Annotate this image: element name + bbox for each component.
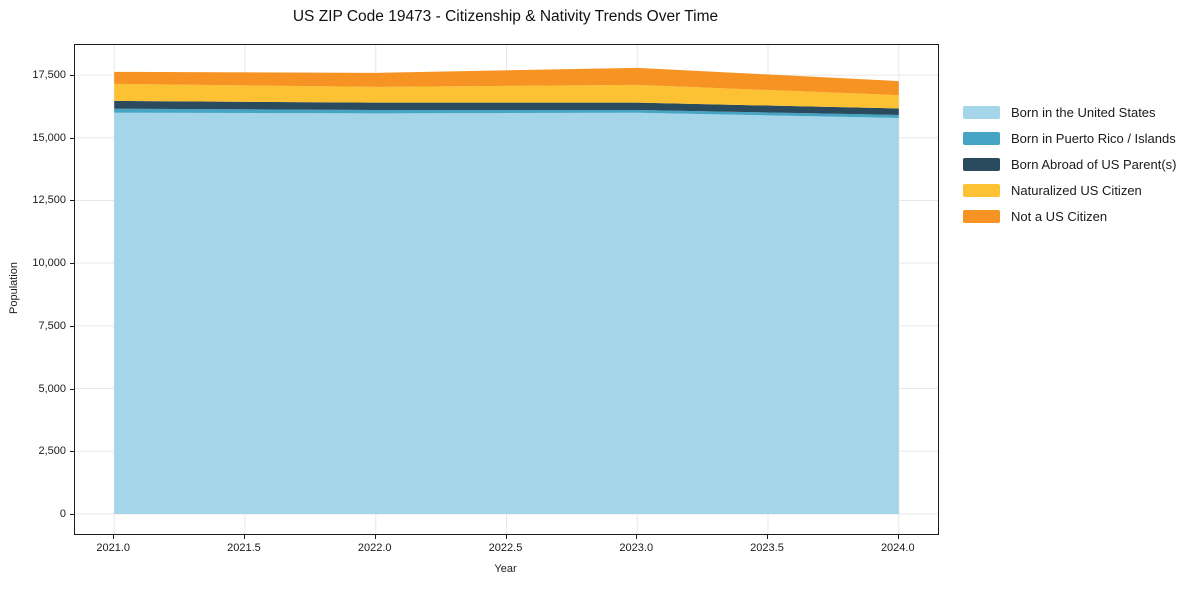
y-tick-mark: [70, 75, 74, 77]
y-tick-label: 0: [59, 507, 66, 520]
x-tick-label: 2023.5: [750, 542, 784, 554]
y-tick-label: 15,000: [32, 131, 66, 144]
area-series: [114, 67, 899, 96]
x-tick-mark: [636, 535, 638, 539]
x-tick-label: 2024.0: [880, 542, 915, 554]
y-tick-mark: [70, 200, 74, 202]
legend-item: Born Abroad of US Parent(s): [963, 154, 1176, 175]
x-tick-mark: [505, 535, 507, 539]
area-series: [114, 83, 899, 109]
legend-label: Born in Puerto Rico / Islands: [1011, 131, 1176, 146]
y-tick-mark: [70, 263, 74, 265]
legend-swatch: [963, 184, 1000, 197]
legend-label: Born Abroad of US Parent(s): [1011, 157, 1177, 172]
plot-area: [74, 44, 939, 535]
y-tick-mark: [70, 388, 74, 390]
x-tick-label: 2022.0: [357, 542, 392, 554]
y-tick-label: 2,500: [38, 445, 66, 458]
x-tick-label: 2023.0: [619, 542, 654, 554]
legend: Born in the United States Born in Puerto …: [963, 102, 1176, 227]
x-tick-label: 2022.5: [488, 542, 523, 554]
legend-item: Not a US Citizen: [963, 206, 1176, 227]
area-series: [114, 100, 899, 115]
legend-swatch: [963, 210, 1000, 223]
legend-label: Naturalized US Citizen: [1011, 183, 1142, 198]
legend-item: Born in the United States: [963, 102, 1176, 123]
x-tick-mark: [897, 535, 899, 539]
y-tick-label: 10,000: [32, 257, 66, 270]
legend-label: Not a US Citizen: [1011, 209, 1108, 224]
legend-item: Naturalized US Citizen: [963, 180, 1176, 201]
area-series: [114, 112, 899, 514]
x-tick-mark: [113, 535, 115, 539]
y-tick-label: 5,000: [38, 382, 66, 395]
legend-item: Born in Puerto Rico / Islands: [963, 128, 1176, 149]
x-tick-mark: [243, 535, 245, 539]
legend-label: Born in the United States: [1011, 105, 1156, 120]
x-tick-mark: [767, 535, 768, 539]
area-series: [114, 108, 899, 118]
chart-title: US ZIP Code 19473 - Citizenship & Nativi…: [292, 8, 719, 25]
y-tick-mark: [70, 325, 74, 327]
x-axis-label: Year: [494, 563, 517, 575]
legend-swatch: [963, 132, 1000, 145]
x-tick-mark: [374, 535, 376, 539]
y-tick-label: 7,500: [38, 319, 66, 332]
y-tick-label: 17,500: [32, 69, 66, 82]
y-axis-label: Population: [8, 262, 20, 314]
y-tick-mark: [70, 513, 74, 515]
y-tick-mark: [70, 137, 74, 139]
y-tick-label: 12,500: [32, 194, 66, 207]
y-tick-mark: [70, 451, 74, 453]
legend-swatch: [963, 158, 1000, 171]
x-tick-label: 2021.5: [227, 542, 261, 554]
x-tick-label: 2021.0: [96, 542, 131, 554]
stacked-area-plot: [75, 45, 938, 534]
legend-swatch: [963, 106, 1000, 119]
